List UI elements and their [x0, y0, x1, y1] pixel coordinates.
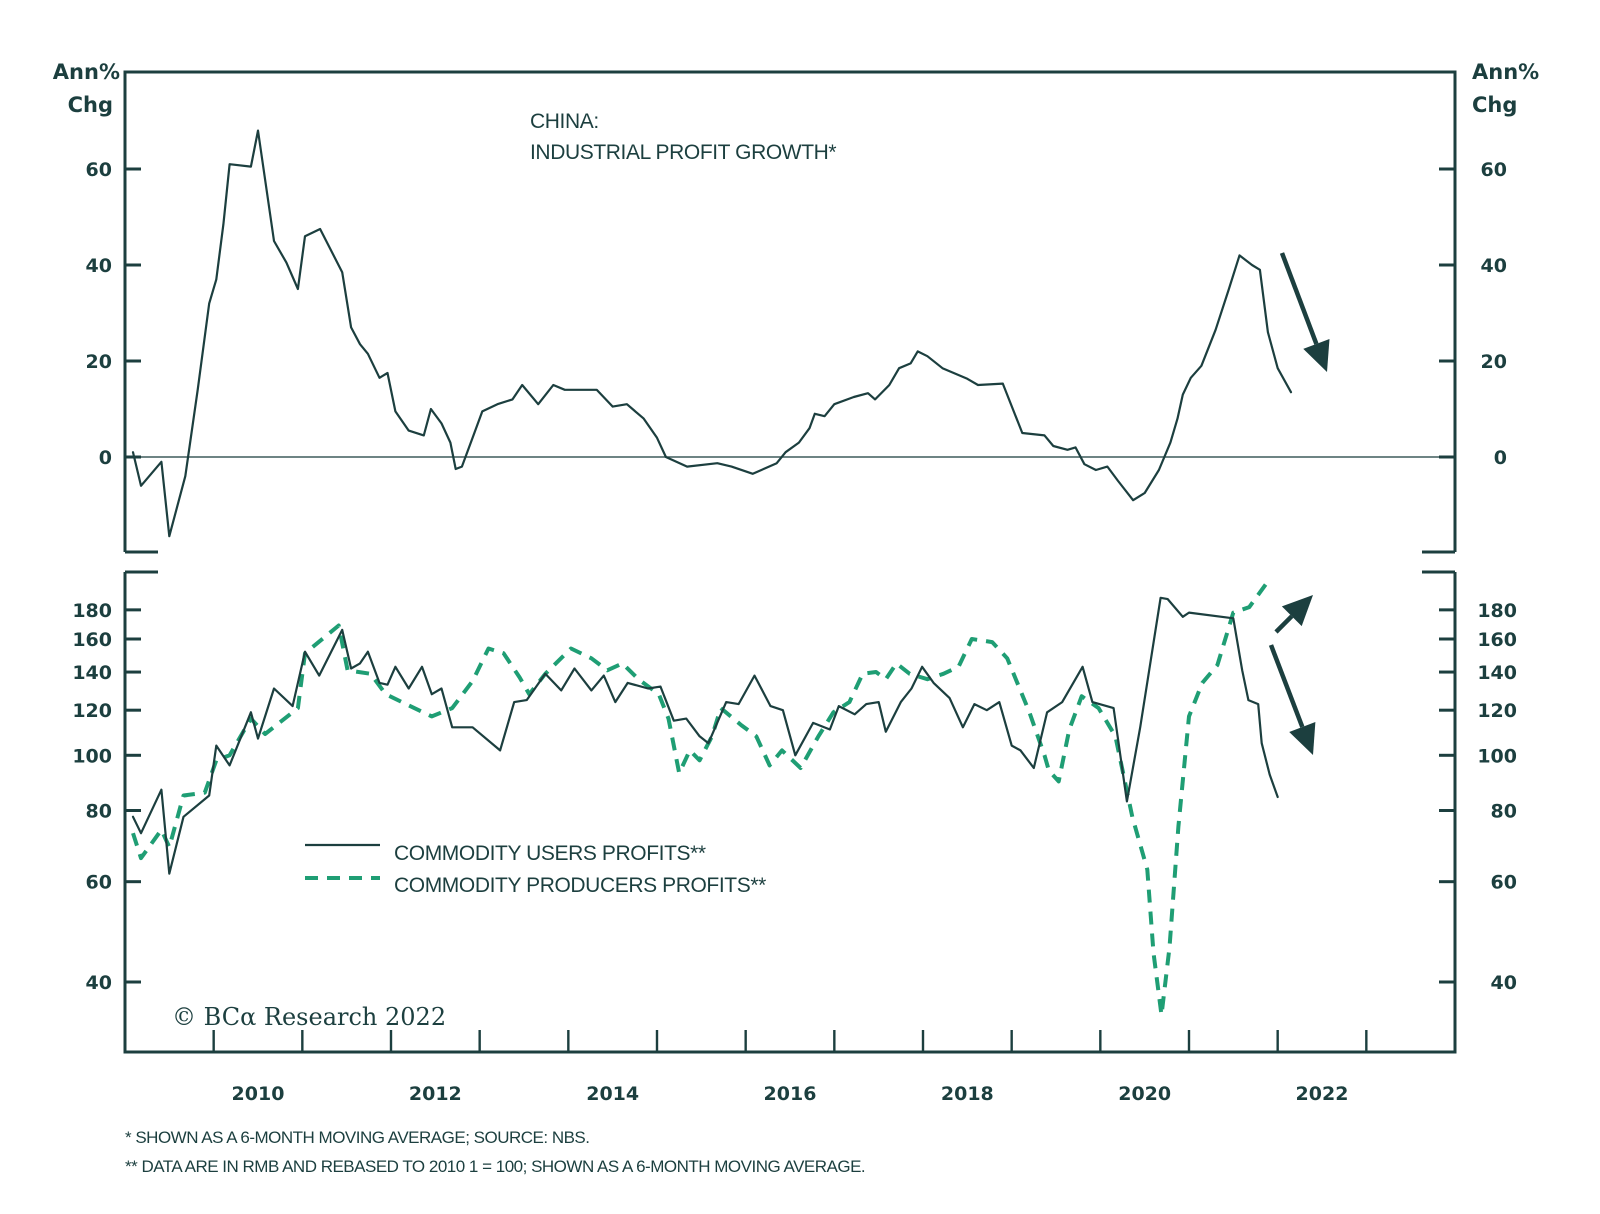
- series-line-commodity-users-profits: [131, 596, 1279, 875]
- x-tick-label: 2018: [941, 1083, 994, 1105]
- bottom-y-tick-label-left: 40: [86, 972, 112, 994]
- right-y-unit-chg: Chg: [1472, 93, 1517, 117]
- series-line-industrial-profit-growth: [131, 129, 1293, 538]
- bottom-y-tick-label-left: 60: [86, 872, 112, 894]
- left-y-unit-chg: Chg: [68, 93, 113, 117]
- top-y-tick-label-left: 20: [86, 351, 112, 373]
- bottom-y-tick-label-left: 140: [72, 662, 112, 684]
- chart-subtitle: INDUSTRIAL PROFIT GROWTH*: [530, 141, 836, 164]
- bottom-y-tick-label-right: 40: [1491, 972, 1517, 994]
- bottom-y-tick-label-right: 180: [1477, 600, 1517, 622]
- arrow-shaft: [1279, 252, 1319, 345]
- annotation-arrows: [1268, 252, 1330, 755]
- series-line-commodity-producers-profits: [131, 581, 1269, 1017]
- top-y-tick-label-left: 60: [86, 159, 112, 181]
- arrow-head: [1289, 721, 1316, 755]
- bottom-y-tick-label-left: 120: [72, 700, 112, 722]
- x-tick-label: 2020: [1118, 1083, 1171, 1105]
- bottom-y-tick-label-right: 100: [1477, 745, 1517, 767]
- down-arrow-icon: [1279, 252, 1330, 372]
- arrow-shaft: [1268, 644, 1305, 728]
- arrow-shaft: [1274, 614, 1294, 634]
- bottom-y-tick-label-right: 160: [1477, 629, 1517, 651]
- x-tick-label: 2016: [764, 1083, 817, 1105]
- bottom-y-tick-label-left: 100: [72, 745, 112, 767]
- footnote-2: ** DATA ARE IN RMB AND REBASED TO 2010 1…: [125, 1157, 866, 1176]
- top-y-tick-label-right: 20: [1481, 351, 1507, 373]
- bottom-y-tick-label-right: 120: [1477, 700, 1517, 722]
- right-y-unit-ann: Ann%: [1472, 60, 1539, 84]
- arrow-head: [1281, 595, 1313, 627]
- down-arrow-icon: [1268, 644, 1316, 755]
- top-y-tick-label-right: 40: [1481, 255, 1507, 277]
- top-y-tick-label-left: 40: [86, 255, 112, 277]
- bottom-panel-frame: [123, 572, 1457, 1054]
- top-y-tick-label-left: 0: [99, 447, 112, 469]
- x-tick-label: 2010: [232, 1083, 285, 1105]
- x-tick-label: 2012: [409, 1083, 462, 1105]
- bottom-y-tick-label-left: 160: [72, 629, 112, 651]
- bottom-y-tick-label-right: 60: [1491, 872, 1517, 894]
- chart-title: CHINA:: [530, 110, 599, 133]
- top-y-tick-label-right: 0: [1494, 447, 1507, 469]
- bottom-y-tick-label-right: 80: [1491, 801, 1517, 823]
- x-tick-label: 2014: [586, 1083, 639, 1105]
- bottom-y-tick-label-right: 140: [1477, 662, 1517, 684]
- footnote-1: * SHOWN AS A 6-MONTH MOVING AVERAGE; SOU…: [125, 1128, 590, 1147]
- left-y-unit-ann: Ann%: [53, 60, 120, 84]
- top-y-tick-label-right: 60: [1481, 159, 1507, 181]
- legend-label-users: COMMODITY USERS PROFITS**: [394, 842, 706, 865]
- legend-label-producers: COMMODITY PRODUCERS PROFITS**: [394, 874, 766, 897]
- copyright-watermark: © BCα Research 2022: [172, 1003, 446, 1031]
- up-arrow-icon: [1274, 595, 1313, 634]
- top-panel-frame: [123, 70, 1457, 552]
- chart-frames: [123, 70, 1457, 1054]
- bottom-y-tick-label-left: 180: [72, 600, 112, 622]
- x-tick-label: 2022: [1296, 1083, 1349, 1105]
- legend: COMMODITY USERS PROFITS** COMMODITY PROD…: [305, 842, 767, 897]
- bottom-y-tick-label-left: 80: [86, 801, 112, 823]
- arrow-head: [1303, 338, 1330, 372]
- series-layer: [131, 129, 1293, 1017]
